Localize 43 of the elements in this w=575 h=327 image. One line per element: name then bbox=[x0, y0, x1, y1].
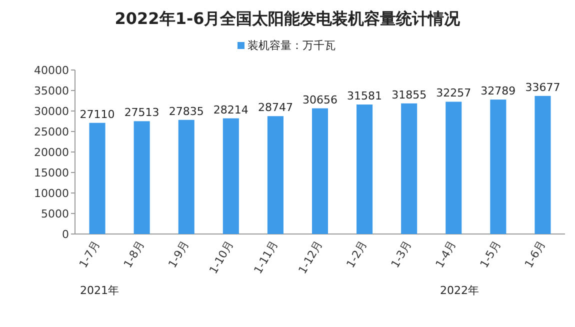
data-label: 32789 bbox=[480, 84, 516, 98]
data-label: 27835 bbox=[168, 104, 204, 118]
data-label: 33677 bbox=[525, 80, 560, 94]
x-tick-label: 1-4月 bbox=[433, 238, 459, 270]
y-tick-label: 40000 bbox=[34, 64, 69, 77]
bar bbox=[401, 103, 418, 234]
bar bbox=[312, 108, 328, 234]
bar bbox=[490, 100, 506, 234]
text: 2021年 bbox=[80, 284, 119, 297]
text: 2022年 bbox=[440, 284, 479, 297]
bar bbox=[89, 122, 106, 234]
bar bbox=[134, 121, 150, 234]
y-tick-label: 25000 bbox=[34, 126, 69, 138]
data-label: 30656 bbox=[302, 93, 338, 106]
data-label: 31581 bbox=[347, 90, 382, 103]
bar bbox=[356, 104, 373, 234]
x-tick-label: 1-8月 bbox=[121, 238, 148, 270]
data-label: 32257 bbox=[436, 86, 472, 100]
bar bbox=[222, 118, 239, 234]
bar bbox=[267, 116, 284, 234]
x-tick-label: 1-5月 bbox=[478, 238, 504, 270]
x-tick-label: 1-6月 bbox=[522, 238, 548, 270]
y-tick-label: 0 bbox=[62, 228, 69, 241]
y-tick-label: 15000 bbox=[34, 166, 69, 180]
x-tick-label: 1-9月 bbox=[166, 238, 192, 270]
data-label: 27513 bbox=[124, 106, 160, 120]
y-tick-label: 35000 bbox=[34, 84, 69, 98]
data-label: 31855 bbox=[392, 88, 427, 102]
y-tick-label: 5000 bbox=[41, 208, 69, 220]
y-tick-label: 30000 bbox=[34, 105, 69, 118]
x-tick-label: 1-3月 bbox=[388, 238, 414, 270]
y-tick-label: 20000 bbox=[34, 146, 69, 159]
legend-label: 装机容量：万千瓦 bbox=[248, 39, 336, 52]
y-tick-label: 10000 bbox=[34, 187, 69, 200]
x-tick-label: 1-7月 bbox=[76, 238, 102, 270]
x-tick-label: 1-2月 bbox=[344, 238, 370, 270]
chart-title: 2022年1-6月全国太阳能发电装机容量统计情况 bbox=[114, 9, 462, 28]
bar bbox=[178, 120, 194, 234]
data-label: 28214 bbox=[213, 103, 248, 116]
data-label: 28747 bbox=[258, 101, 293, 114]
bar bbox=[534, 96, 551, 234]
bar bbox=[446, 102, 462, 234]
data-label: 27110 bbox=[80, 108, 115, 121]
